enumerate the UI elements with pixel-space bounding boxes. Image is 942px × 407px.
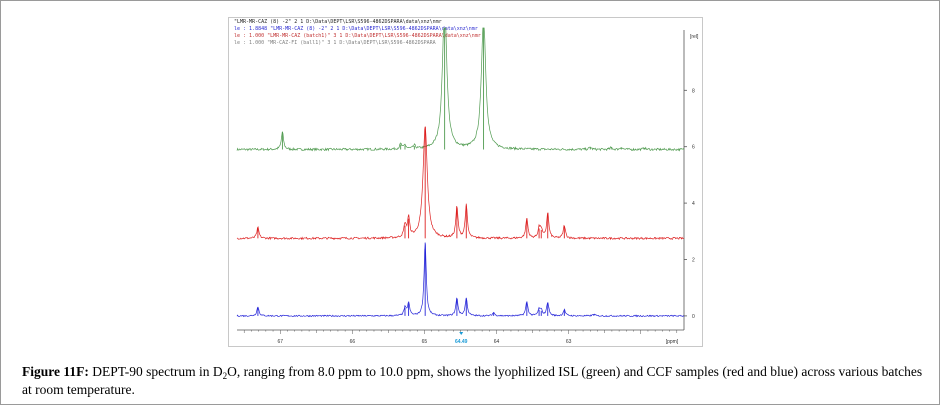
caption-text-a: DEPT-90 spectrum in D [92, 364, 223, 379]
y-tick-label: 8 [692, 88, 695, 94]
header-line-2: le : 1.8848 "LMR-MR-CAZ (8) -2" 2 1 D:\D… [234, 26, 478, 32]
spectrum-line-green [236, 27, 685, 152]
spectrum-plot: "LMR-MR-CAZ (8) -2" 2 1 D:\Data\DEPT\LSR… [228, 17, 703, 347]
x-tick-label: 67 [277, 339, 283, 345]
figure-caption: Figure 11F: DEPT-90 spectrum in D2O, ran… [22, 363, 927, 399]
caption-text-b: O, ranging from 8.0 ppm to 10.0 ppm, sho… [22, 364, 923, 397]
spectrum-line-blue [236, 244, 685, 318]
highlighted-tick-label: 64.49 [455, 339, 468, 345]
spectrum-line-red [236, 126, 685, 241]
y-axis-label: [rel] [690, 34, 699, 40]
caption-label: Figure 11F: [22, 364, 89, 379]
x-tick-label: 63 [566, 339, 572, 345]
x-tick-label: 65 [422, 339, 428, 345]
x-tick-label: 66 [350, 339, 356, 345]
header-line-1: "LMR-MR-CAZ (8) -2" 2 1 D:\Data\DEPT\LSR… [234, 19, 442, 25]
y-tick-label: 2 [692, 258, 695, 264]
header-line-4: le : 1.000 "MR-CAZ-FI (ball1)" 3 1 D:\Da… [234, 40, 436, 46]
header-line-3: le : 1.000 "LMR-MR-CAZ (batch1)" 3 1 D:\… [234, 33, 481, 39]
y-tick-label: 6 [692, 145, 695, 151]
x-tick-label: 64 [494, 339, 500, 345]
caption-subscript: 2 [222, 371, 228, 381]
x-axis-label: [ppm] [666, 339, 679, 345]
y-tick-label: 0 [692, 314, 695, 320]
y-tick-label: 4 [692, 201, 695, 207]
marker-arrow [459, 332, 464, 335]
